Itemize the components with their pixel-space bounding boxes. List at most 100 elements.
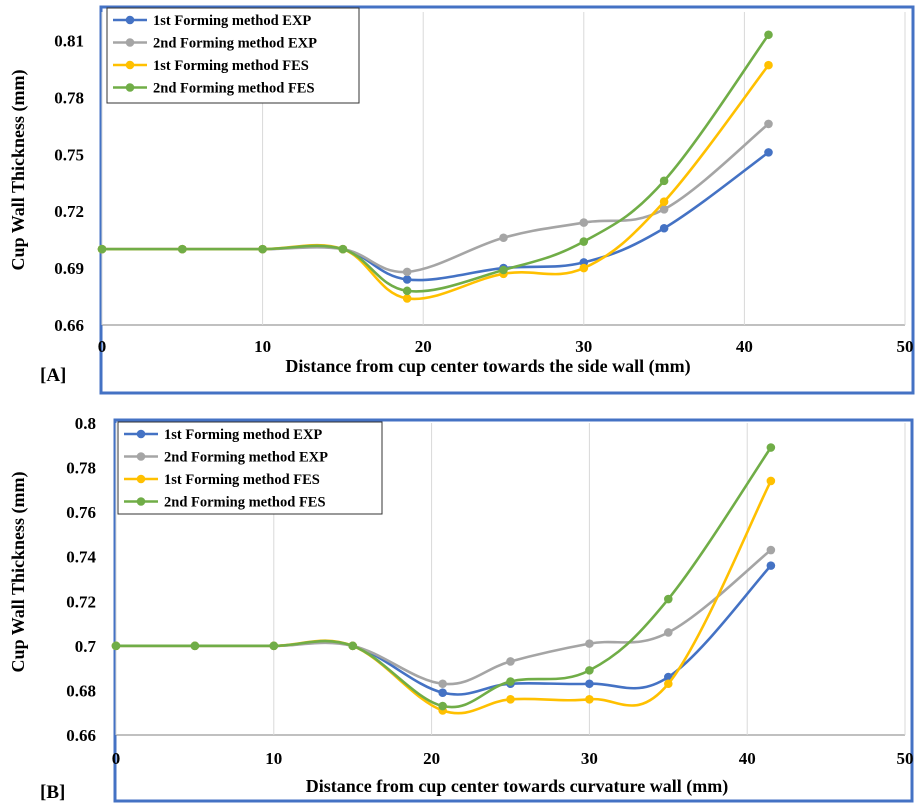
data-point xyxy=(402,294,412,303)
data-point xyxy=(338,244,348,254)
y-tick-label: 0.72 xyxy=(54,202,84,221)
y-axis-title: Cup Wall Thickness (mm) xyxy=(8,70,29,271)
y-tick-label: 0.76 xyxy=(66,503,96,522)
panel-label: [B] xyxy=(40,782,65,803)
data-point xyxy=(664,594,673,604)
data-point xyxy=(178,244,187,254)
x-tick-label: 10 xyxy=(265,749,282,768)
y-tick-label: 0.66 xyxy=(54,316,84,335)
data-point xyxy=(659,197,669,206)
x-axis-title: Distance from cup center towards curvatu… xyxy=(306,776,728,797)
x-tick-label: 40 xyxy=(739,749,756,768)
chart-frame xyxy=(113,418,914,803)
data-point xyxy=(506,657,515,666)
data-point xyxy=(499,265,508,275)
data-point xyxy=(402,275,412,284)
data-point xyxy=(111,641,121,651)
data-point xyxy=(438,688,447,697)
x-tick-label: 50 xyxy=(897,337,914,356)
y-axis-title: Cup Wall Thickness (mm) xyxy=(8,472,29,673)
y-tick-label: 0.7 xyxy=(75,637,97,656)
legend-box xyxy=(106,7,360,104)
legend-swatch-marker xyxy=(136,497,146,506)
y-tick-label: 0.78 xyxy=(66,459,96,478)
data-point xyxy=(764,30,773,40)
data-point xyxy=(97,244,107,254)
data-point xyxy=(579,263,589,273)
data-point xyxy=(269,641,279,651)
y-tick-label: 0.68 xyxy=(66,681,96,700)
legend-label: 1st Forming method FES xyxy=(153,58,309,74)
series-2nd-exp xyxy=(97,119,773,277)
chart-a: 0 10 20 30 40 50 0.66 0.69 0.72 0.75 0.78 0.81 1st F… xyxy=(8,5,915,395)
series-2nd-fes xyxy=(111,443,776,711)
chart-b: 0 10 20 30 40 50 0.66 0.68 0.7 0.72 0.74 0.76 0.78 0.… xyxy=(8,414,914,803)
data-point xyxy=(402,286,412,296)
legend-swatch-marker xyxy=(125,60,135,70)
data-point xyxy=(664,679,673,689)
data-point xyxy=(438,679,447,689)
data-point xyxy=(438,701,447,711)
data-point xyxy=(664,628,673,637)
legend-swatch-marker xyxy=(125,38,135,47)
series-line xyxy=(114,479,773,715)
series-1st-exp xyxy=(97,148,773,284)
x-tick-label: 10 xyxy=(254,337,271,356)
x-tick-label: 30 xyxy=(581,749,598,768)
data-point xyxy=(258,244,267,254)
legend-label: 1st Forming method EXP xyxy=(153,13,311,29)
x-axis-title: Distance from cup center towards the sid… xyxy=(285,356,690,377)
legend-swatch-marker xyxy=(136,452,146,461)
data-point xyxy=(766,443,776,452)
y-tick-label: 0.75 xyxy=(54,145,84,164)
data-point xyxy=(766,561,776,570)
y-tick-label: 0.66 xyxy=(66,726,96,745)
y-tick-label: 0.72 xyxy=(66,592,96,611)
data-point xyxy=(506,695,515,704)
legend-swatch-marker xyxy=(136,429,146,439)
legend-label: 1st Forming method EXP xyxy=(164,427,322,443)
legend-label: 2nd Forming method EXP xyxy=(153,36,317,52)
data-point xyxy=(764,60,773,70)
legend-label: 2nd Forming method FES xyxy=(164,495,326,511)
data-point xyxy=(659,176,669,186)
series-2nd-fes xyxy=(97,30,773,296)
legend-box xyxy=(117,421,383,515)
chart-frame xyxy=(99,5,915,395)
x-tick-label: 30 xyxy=(575,337,592,356)
y-tick-label: 0.8 xyxy=(75,414,96,433)
data-point xyxy=(579,237,589,246)
data-point xyxy=(659,223,669,233)
legend-label: 2nd Forming method EXP xyxy=(164,450,328,466)
x-tick-label: 20 xyxy=(415,337,432,356)
data-point xyxy=(402,267,412,277)
data-point xyxy=(499,233,508,243)
y-tick-label: 0.74 xyxy=(66,548,96,567)
legend-swatch-marker xyxy=(125,83,135,92)
data-point xyxy=(585,666,594,675)
data-point xyxy=(766,545,776,555)
data-point xyxy=(766,476,776,486)
x-tick-label: 50 xyxy=(897,749,914,768)
data-point xyxy=(348,641,358,651)
data-point xyxy=(659,204,669,214)
y-tick-label: 0.81 xyxy=(54,31,84,50)
x-tick-label: 20 xyxy=(423,749,440,768)
series-line xyxy=(114,548,773,686)
data-point xyxy=(764,148,773,157)
x-tick-label: 0 xyxy=(98,337,107,356)
legend-label: 1st Forming method FES xyxy=(164,472,320,488)
series-2nd-exp xyxy=(111,545,776,689)
legend-label: 2nd Forming method FES xyxy=(153,81,315,97)
legend: 1st Forming method EXP 2nd Forming method… xyxy=(106,7,360,104)
data-point xyxy=(579,218,589,227)
legend: 1st Forming method EXP 2nd Forming method… xyxy=(117,421,383,515)
data-point xyxy=(764,119,773,129)
x-tick-label: 0 xyxy=(112,749,121,768)
legend-swatch-marker xyxy=(125,15,135,25)
legend-swatch-marker xyxy=(136,474,146,484)
x-tick-label: 40 xyxy=(736,337,753,356)
data-point xyxy=(190,641,200,651)
panel-label: [A] xyxy=(40,365,66,386)
